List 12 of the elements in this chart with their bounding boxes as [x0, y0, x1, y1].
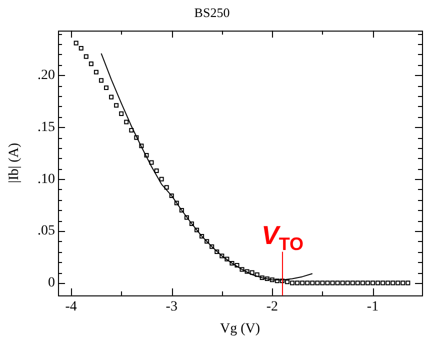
- y-tick-label: .15: [38, 120, 55, 135]
- x-tick-label: -3: [166, 299, 178, 314]
- y-axis-title: |Ib| (A): [7, 142, 22, 184]
- chart-title: BS250: [194, 5, 230, 20]
- y-tick-label: 0: [48, 276, 55, 291]
- x-axis-title: Vg (V): [220, 321, 260, 336]
- y-tick-label: .20: [38, 68, 55, 83]
- x-tick-label: -1: [366, 299, 379, 314]
- x-tick-label: -2: [266, 299, 278, 314]
- y-tick-label: .05: [38, 224, 55, 239]
- x-tick-label: -4: [65, 299, 77, 314]
- y-tick-label: .10: [38, 172, 55, 187]
